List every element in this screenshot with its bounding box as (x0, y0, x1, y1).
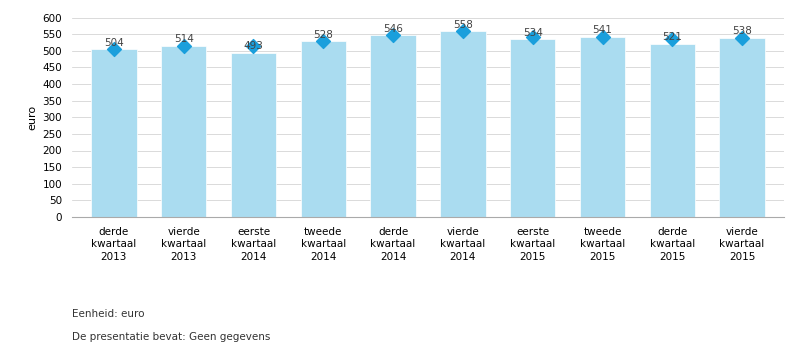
Text: 534: 534 (522, 28, 542, 38)
Bar (440, 32, 486, 217)
Point (386, 33, 399, 38)
Text: Eenheid: euro: Eenheid: euro (72, 309, 145, 319)
Text: De presentatie bevat: Geen gegevens: De presentatie bevat: Geen gegevens (72, 331, 270, 342)
Bar (650, 44, 695, 217)
Text: 528: 528 (314, 30, 334, 40)
Text: 558: 558 (453, 20, 473, 30)
Bar (161, 46, 206, 217)
Point (178, 43, 190, 49)
Text: 521: 521 (662, 32, 682, 42)
Text: 493: 493 (243, 41, 263, 51)
Bar (231, 53, 276, 217)
Bar (370, 35, 416, 217)
Bar (301, 41, 346, 217)
Text: 546: 546 (383, 24, 403, 34)
Point (736, 35, 749, 41)
Text: 504: 504 (104, 38, 124, 48)
Point (596, 34, 609, 40)
Text: 541: 541 (593, 26, 613, 35)
Point (526, 34, 539, 40)
Point (457, 29, 470, 34)
Point (107, 47, 120, 52)
Bar (510, 40, 555, 217)
Point (666, 37, 678, 42)
Text: 514: 514 (174, 34, 194, 44)
Point (317, 38, 330, 44)
Bar (719, 38, 765, 217)
Text: 538: 538 (732, 27, 752, 36)
Y-axis label: euro: euro (27, 105, 37, 130)
Point (247, 43, 260, 49)
Bar (580, 37, 625, 217)
Bar (91, 49, 137, 217)
